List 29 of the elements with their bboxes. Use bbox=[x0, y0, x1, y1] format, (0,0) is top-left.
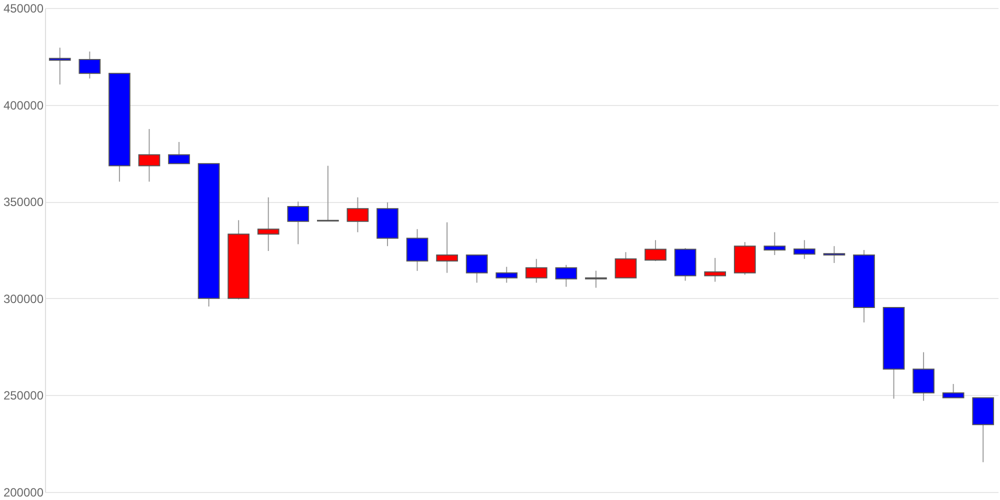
candlestick bbox=[525, 258, 548, 284]
candlestick bbox=[78, 51, 101, 79]
candlestick bbox=[168, 141, 190, 164]
candlestick bbox=[496, 266, 518, 284]
candlestick bbox=[317, 165, 339, 222]
candlestick bbox=[614, 252, 637, 278]
y-tick-label: 350000 bbox=[3, 195, 44, 210]
y-tick-label: 200000 bbox=[3, 486, 44, 500]
candlestick bbox=[48, 47, 71, 85]
candlestick bbox=[138, 128, 160, 182]
y-tick-label: 300000 bbox=[3, 292, 44, 306]
candlestick bbox=[287, 201, 310, 245]
candlestick bbox=[436, 222, 458, 274]
y-tick-label: 250000 bbox=[3, 388, 44, 403]
candlestick bbox=[644, 240, 666, 262]
candlestick bbox=[466, 254, 488, 284]
candlestick bbox=[912, 352, 934, 402]
candlestick bbox=[823, 246, 846, 264]
candlestick bbox=[585, 270, 607, 288]
candlestick bbox=[942, 383, 964, 398]
candlestick bbox=[764, 232, 786, 256]
candlestick bbox=[704, 257, 726, 282]
candlestick bbox=[794, 240, 816, 260]
candlestick bbox=[346, 196, 369, 233]
candlestick bbox=[555, 264, 578, 288]
y-tick-label: 450000 bbox=[3, 2, 44, 16]
y-tick-label: 400000 bbox=[3, 98, 44, 112]
candlestick bbox=[257, 196, 280, 252]
candlestick bbox=[406, 228, 428, 272]
